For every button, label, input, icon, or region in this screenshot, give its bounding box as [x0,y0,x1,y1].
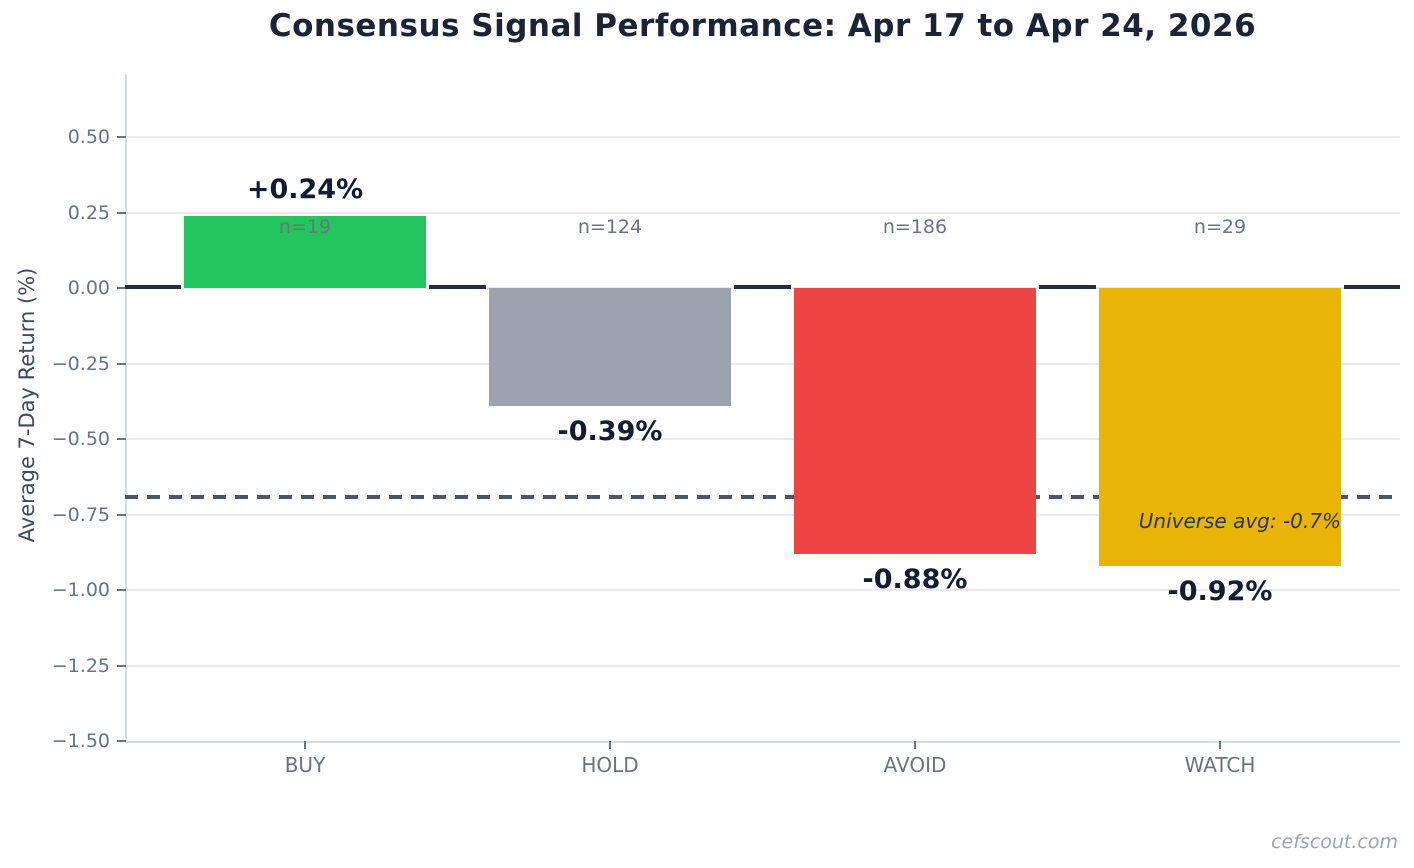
gridline [125,211,1400,214]
x-tick-label: AVOID [883,753,947,777]
x-tick-label: BUY [284,753,326,777]
count-label: n=29 [1193,216,1247,238]
gridline [125,664,1400,667]
gridline [125,589,1400,591]
x-tick-mark [304,741,306,749]
bar-watch [1099,288,1341,566]
chart-title: Consensus Signal Performance: Apr 17 to … [268,8,1257,44]
zero-line-segment [125,285,181,289]
count-label: n=19 [278,216,332,238]
x-axis-spine [125,741,1400,743]
y-tick-label: 0.50 [67,126,110,148]
reference-dashed-line [125,495,1400,500]
y-tick-label: −0.25 [51,352,110,375]
y-axis-title: Average 7-Day Return (%) [15,267,39,543]
gridline [125,136,1400,138]
gridline [125,513,1400,516]
y-tick-label: −0.50 [51,428,110,450]
count-label: n=124 [577,216,643,238]
x-tick-mark [609,741,611,749]
y-tick-mark [117,740,126,742]
x-tick-label: WATCH [1184,753,1256,777]
y-tick-mark [117,362,126,365]
gridline [125,438,1400,440]
bar-hold [489,288,731,406]
x-tick-mark [914,741,916,749]
zero-line-segment [429,285,486,289]
watermark: cefscout.com [1271,831,1398,853]
gridline [125,362,1400,365]
y-tick-label: 0.00 [67,277,110,299]
zero-line-segment [1039,285,1096,289]
x-tick-mark [1219,741,1221,749]
y-tick-mark [117,664,126,667]
zero-line-segment [734,285,791,289]
value-label: -0.39% [557,415,663,447]
value-label: -0.88% [862,563,968,595]
reference-line-label: Universe avg: -0.7% [1138,509,1341,533]
y-tick-label: 0.25 [67,201,110,224]
value-label: -0.92% [1167,575,1273,607]
y-tick-mark [117,211,126,214]
x-tick-label: HOLD [581,753,639,777]
y-tick-mark [117,438,126,440]
value-label: +0.24% [246,173,364,205]
y-tick-mark [117,287,126,289]
y-tick-mark [117,136,126,138]
y-axis-spine [125,74,127,743]
bar-avoid [794,288,1036,554]
zero-line-segment [1344,285,1400,289]
bar-buy [184,215,426,288]
y-tick-mark [117,513,126,516]
count-label: n=186 [882,216,948,238]
y-tick-label: −1.25 [51,654,110,677]
y-tick-label: −1.00 [51,579,110,601]
y-tick-label: −1.50 [51,730,110,752]
y-tick-mark [117,589,126,591]
y-tick-label: −0.75 [51,503,110,526]
